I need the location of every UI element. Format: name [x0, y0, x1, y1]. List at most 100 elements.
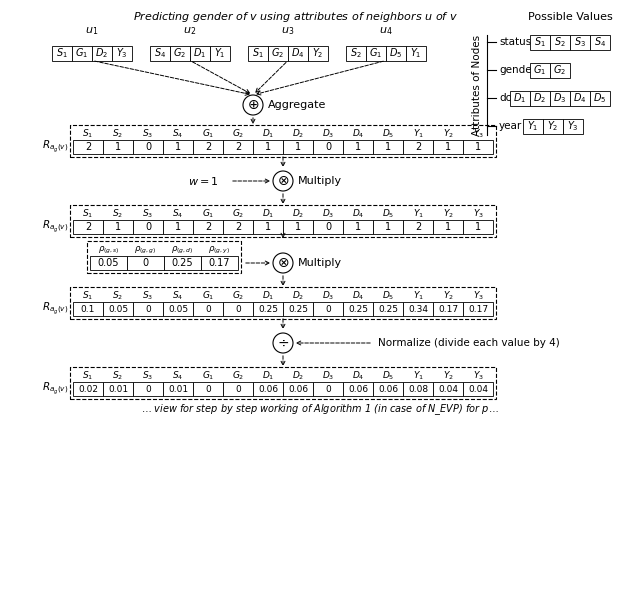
Bar [283, 140, 313, 154]
Bar [283, 220, 313, 234]
Text: $D_1$: $D_1$ [262, 208, 274, 220]
Text: 1: 1 [295, 142, 301, 152]
Bar [403, 220, 433, 234]
Text: $D_1$: $D_1$ [193, 46, 207, 60]
Bar [133, 302, 163, 316]
FancyBboxPatch shape [386, 46, 406, 60]
Text: $S_3$: $S_3$ [574, 35, 586, 49]
Text: $D_5$: $D_5$ [382, 370, 394, 383]
Text: $D_1$: $D_1$ [262, 370, 274, 383]
Text: $G_1$: $G_1$ [533, 63, 547, 77]
Text: Predicting gender of $v$ using attributes of neighbors $u$ of $v$: Predicting gender of $v$ using attribute… [132, 10, 458, 24]
Text: 2: 2 [85, 222, 91, 232]
Text: Multiply: Multiply [298, 176, 342, 186]
Text: $Y_2$: $Y_2$ [442, 128, 454, 140]
FancyBboxPatch shape [510, 90, 530, 106]
Text: Normalize (divide each value by 4): Normalize (divide each value by 4) [378, 338, 560, 348]
Text: 1: 1 [175, 142, 181, 152]
FancyBboxPatch shape [590, 34, 610, 49]
FancyBboxPatch shape [570, 90, 590, 106]
Text: 0: 0 [145, 142, 151, 152]
Text: $\ldots$ view for step by step working of Algorithm 1 (in case of $N\_EVP$) for : $\ldots$ view for step by step working o… [141, 402, 499, 417]
Text: 0.17: 0.17 [438, 304, 458, 314]
Bar [253, 302, 283, 316]
Text: Aggregate: Aggregate [268, 100, 326, 110]
Text: 0: 0 [205, 304, 211, 314]
Text: 0: 0 [143, 258, 148, 268]
Bar [223, 382, 253, 396]
Text: 2: 2 [205, 222, 211, 232]
Bar [253, 220, 283, 234]
Text: 0: 0 [325, 304, 331, 314]
Text: $G_1$: $G_1$ [76, 46, 88, 60]
Text: $Y_1$: $Y_1$ [527, 119, 539, 133]
Text: $u_1$: $u_1$ [85, 25, 99, 37]
Bar [283, 302, 313, 316]
Bar [193, 220, 223, 234]
Text: $D_2$: $D_2$ [534, 91, 547, 105]
Text: 0.17: 0.17 [209, 258, 230, 268]
Text: $S_4$: $S_4$ [172, 128, 184, 140]
Text: $S_1$: $S_1$ [83, 128, 93, 140]
Text: 0.02: 0.02 [78, 384, 98, 394]
Text: $S_1$: $S_1$ [56, 46, 68, 60]
Bar [73, 140, 103, 154]
Bar [313, 382, 343, 396]
Bar [90, 256, 127, 270]
Text: $Y_1$: $Y_1$ [413, 128, 424, 140]
FancyBboxPatch shape [406, 46, 426, 60]
FancyBboxPatch shape [543, 119, 563, 133]
FancyBboxPatch shape [550, 63, 570, 77]
Text: $S_2$: $S_2$ [113, 290, 124, 302]
Text: $Y_1$: $Y_1$ [413, 208, 424, 220]
Text: $G_2$: $G_2$ [271, 46, 285, 60]
Bar [253, 140, 283, 154]
Text: $D_4$: $D_4$ [352, 290, 364, 302]
Bar [103, 382, 133, 396]
Text: $D_2$: $D_2$ [292, 370, 304, 383]
Text: 1: 1 [385, 142, 391, 152]
Text: $Y_3$: $Y_3$ [472, 128, 483, 140]
Text: 1: 1 [355, 222, 361, 232]
Text: 1: 1 [265, 142, 271, 152]
Text: 1: 1 [445, 222, 451, 232]
Text: $u_3$: $u_3$ [282, 25, 294, 37]
Text: 0.06: 0.06 [378, 384, 398, 394]
Bar [373, 382, 403, 396]
Bar [283, 382, 313, 396]
Text: $S_2$: $S_2$ [113, 208, 124, 220]
Bar [313, 302, 343, 316]
FancyBboxPatch shape [72, 46, 92, 60]
Text: $D_4$: $D_4$ [291, 46, 305, 60]
Text: $Y_1$: $Y_1$ [410, 46, 422, 60]
Bar [193, 140, 223, 154]
Bar [373, 302, 403, 316]
Text: $u_4$: $u_4$ [380, 25, 393, 37]
Text: $D_4$: $D_4$ [573, 91, 587, 105]
Bar [373, 220, 403, 234]
Text: $G_2$: $G_2$ [554, 63, 566, 77]
FancyBboxPatch shape [150, 46, 170, 60]
Text: 2: 2 [235, 222, 241, 232]
Bar [127, 256, 164, 270]
Text: 2: 2 [205, 142, 211, 152]
Text: 1: 1 [355, 142, 361, 152]
Text: $\otimes$: $\otimes$ [277, 256, 289, 270]
Text: $\div$: $\div$ [277, 336, 289, 350]
Text: $u_2$: $u_2$ [184, 25, 196, 37]
Text: $G_2$: $G_2$ [232, 128, 244, 140]
Text: $D_3$: $D_3$ [322, 290, 334, 302]
Text: $Y_1$: $Y_1$ [413, 370, 424, 383]
Text: $Y_2$: $Y_2$ [312, 46, 324, 60]
Text: $R_{a_g(v)}$: $R_{a_g(v)}$ [42, 301, 68, 317]
Text: 0.05: 0.05 [168, 304, 188, 314]
FancyBboxPatch shape [530, 90, 550, 106]
Text: year: year [499, 121, 522, 131]
Text: $Y_3$: $Y_3$ [567, 119, 579, 133]
Text: $D_2$: $D_2$ [292, 208, 304, 220]
Text: $\rho_{(g,d)}$: $\rho_{(g,d)}$ [172, 244, 194, 256]
Text: 2: 2 [415, 142, 421, 152]
Text: $S_4$: $S_4$ [172, 290, 184, 302]
Text: $Y_2$: $Y_2$ [547, 119, 559, 133]
Text: $Y_3$: $Y_3$ [472, 370, 483, 383]
